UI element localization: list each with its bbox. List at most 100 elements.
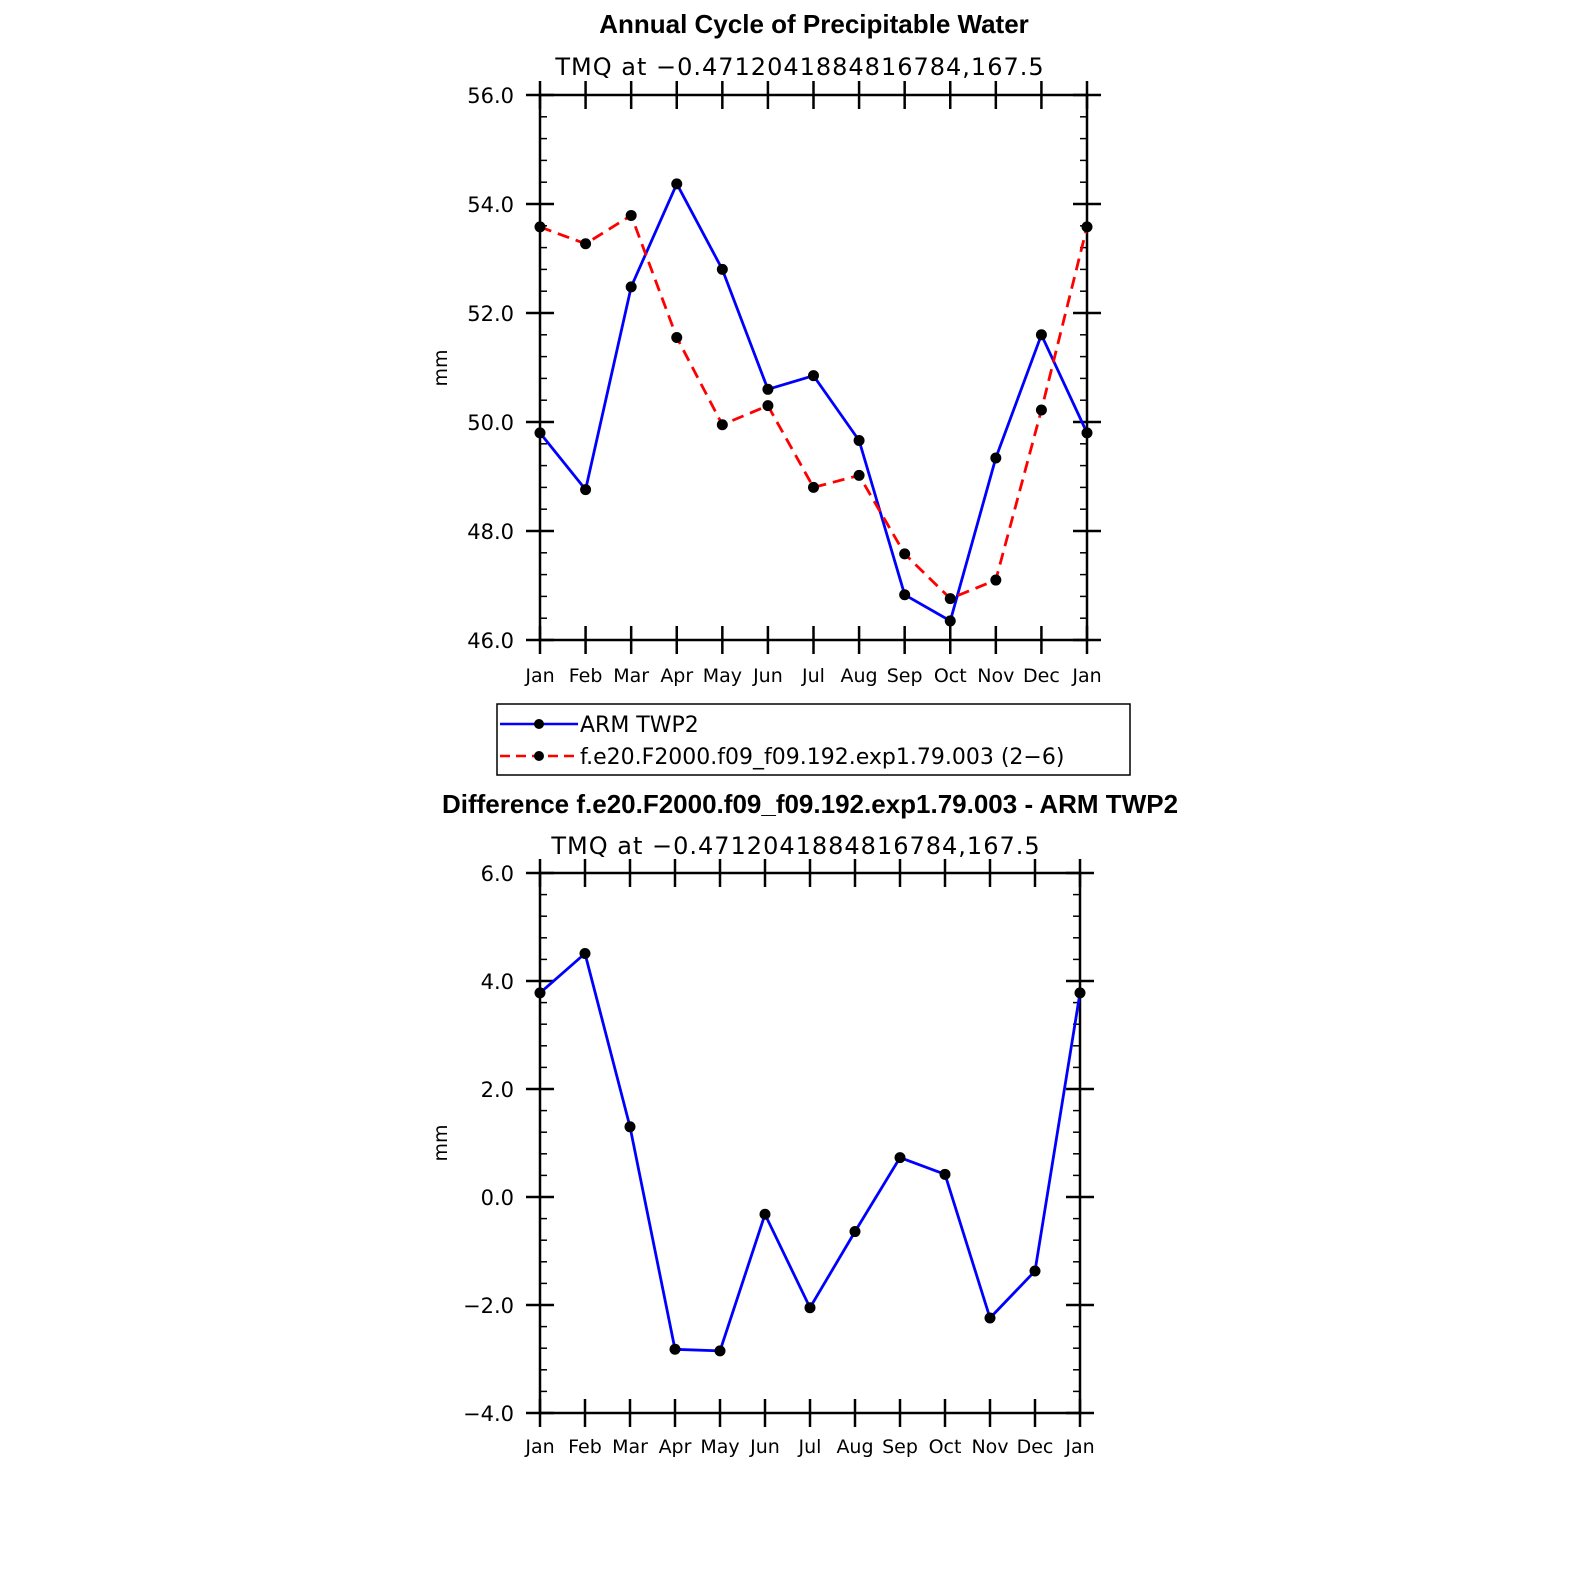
data-point [1035,329,1047,341]
data-point [804,1302,816,1314]
data-point [899,589,911,601]
x-tick-label: Dec [1017,1436,1054,1458]
y-tick-label: 6.0 [481,862,514,886]
x-tick-label: Jan [524,665,554,687]
legend-box [496,703,1131,776]
difference-chart: Difference f.e20.F2000.f09_f09.192.exp1.… [430,789,1178,1458]
data-point [716,263,728,275]
data-point [534,221,546,233]
data-point [853,435,865,447]
data-point [899,548,911,560]
data-point [759,1208,771,1220]
y-tick-label: 0.0 [481,1186,514,1210]
x-tick-label: Feb [568,1436,602,1458]
data-point [849,1226,861,1238]
x-tick-label: Dec [1023,665,1060,687]
data-point [1035,404,1047,416]
data-point [716,419,728,431]
x-tick-label: May [703,665,742,687]
data-point [1074,987,1086,999]
x-tick-label: Jun [752,665,783,687]
legend-label-arm: ARM TWP2 [580,713,699,738]
plot-axes: −4.0 −2.0 0.0 2.0 4.0 6.0 Jan Feb Mar Apr May Jun Ju… [463,859,1095,1458]
x-tick-label: Sep [882,1436,918,1458]
x-tick-label: Feb [569,665,603,687]
data-point [853,469,865,481]
x-tick-label: Aug [841,665,878,687]
data-point [580,238,592,250]
y-tick-label: 48.0 [467,520,514,544]
data-point [669,1343,681,1355]
x-tick-label: Jun [749,1436,780,1458]
legend-marker-model [534,751,544,761]
plot-axes: 46.0 48.0 50.0 52.0 54.0 56.0 Jan Feb Mar Apr May J… [467,81,1102,687]
x-tick-label: Aug [836,1436,873,1458]
y-tick-label: −2.0 [463,1294,514,1318]
y-tick-label: 4.0 [481,970,514,994]
legend-label-model: f.e20.F2000.f09_f09.192.exp1.79.003 (2−6… [580,745,1064,770]
x-tick-label: Nov [977,665,1014,687]
series-line [538,182,1089,623]
y-axis-label: mm [430,349,452,386]
x-tick-label: Oct [934,665,967,687]
data-point [624,1121,636,1133]
x-tick-label: Sep [887,665,923,687]
x-tick-label: Jan [524,1436,554,1458]
data-point [1081,427,1093,439]
data-point [990,452,1002,464]
x-tick-label: Mar [612,1436,648,1458]
data-point [1029,1265,1041,1277]
y-tick-label: 2.0 [481,1078,514,1102]
x-tick-label: Nov [971,1436,1008,1458]
y-tick-label: −4.0 [463,1402,514,1426]
x-tick-label: Apr [659,1436,692,1458]
y-tick-label: 50.0 [467,411,514,435]
data-point [625,209,637,221]
plot-frame [538,93,1089,642]
y-tick-label: 56.0 [467,84,514,108]
data-point [894,1152,906,1164]
chart-subtitle: TMQ at −0.4712041884816784,167.5 [554,53,1044,81]
y-axis-label: mm [430,1124,452,1161]
data-point [534,987,546,999]
data-point [762,383,774,395]
data-point [808,370,819,382]
x-tick-label: Apr [660,665,693,687]
data-point [714,1345,726,1357]
x-tick-label: Jan [1064,1436,1094,1458]
series-group [534,947,1086,1357]
x-tick-label: Jan [1071,665,1101,687]
y-tick-label: 54.0 [467,193,514,217]
chart-title: Annual Cycle of Precipitable Water [599,9,1029,39]
legend: ARM TWP2 f.e20.F2000.f09_f09.192.exp1.79… [496,703,1131,776]
x-tick-label: Jul [801,665,825,687]
x-tick-label: Jul [798,1436,822,1458]
data-point [1081,221,1093,233]
data-point [579,947,591,959]
x-tick-label: May [700,1436,739,1458]
data-point [984,1312,996,1324]
series-line [539,213,1089,600]
data-point [580,484,592,496]
x-tick-label: Oct [929,1436,962,1458]
data-point [808,481,819,493]
data-point [990,574,1002,586]
data-point [762,400,774,412]
data-point [534,427,546,439]
data-point [944,593,956,605]
series-group [534,178,1093,627]
chart-title: Difference f.e20.F2000.f09_f09.192.exp1.… [442,789,1178,819]
data-point [671,332,683,344]
annual-cycle-chart: Annual Cycle of Precipitable Water TMQ a… [430,9,1102,687]
chart-subtitle: TMQ at −0.4712041884816784,167.5 [550,832,1040,860]
series-line [539,952,1082,1353]
plot-frame [538,871,1082,1415]
data-point [671,178,683,190]
x-tick-label: Mar [613,665,649,687]
y-tick-label: 52.0 [467,302,514,326]
y-tick-label: 46.0 [467,629,514,653]
data-point [625,281,637,293]
data-point [944,615,956,627]
legend-marker-arm [534,719,544,729]
